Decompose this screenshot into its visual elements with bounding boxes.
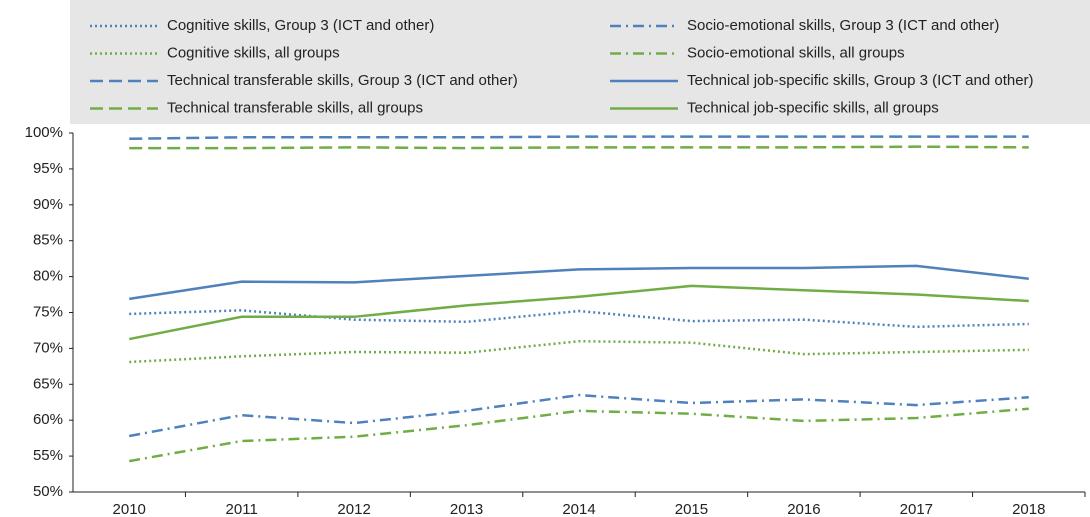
x-tick-label: 2016	[787, 501, 820, 517]
x-tick-label: 2014	[562, 501, 595, 517]
series-line	[129, 135, 1029, 140]
y-tick-label: 90%	[33, 196, 63, 213]
x-tick-label: 2010	[113, 501, 146, 517]
legend-label: Socio-emotional skills, Group 3 (ICT and…	[687, 17, 999, 34]
y-tick-label: 50%	[33, 483, 63, 500]
legend-background	[70, 0, 1090, 124]
y-tick-label: 55%	[33, 447, 63, 464]
series-line	[128, 393, 1029, 438]
y-tick-label: 70%	[33, 339, 63, 356]
y-tick-label: 75%	[33, 303, 63, 320]
series-line	[129, 339, 1029, 364]
series-line	[128, 284, 1029, 341]
x-tick-label: 2013	[450, 501, 483, 517]
series-line	[129, 309, 1029, 329]
x-tick-label: 2015	[675, 501, 708, 517]
legend-label: Technical job-specific skills, all group…	[687, 99, 939, 116]
series-line	[129, 145, 1029, 150]
x-tick-label: 2017	[900, 501, 933, 517]
y-tick-label: 80%	[33, 268, 63, 285]
legend-label: Cognitive skills, all groups	[167, 44, 340, 61]
y-tick-label: 95%	[33, 160, 63, 177]
legend-label: Technical transferable skills, Group 3 (…	[167, 72, 518, 89]
y-tick-label: 85%	[33, 232, 63, 249]
x-tick-label: 2012	[337, 501, 370, 517]
series-line	[129, 407, 1029, 463]
legend-label: Socio-emotional skills, all groups	[687, 44, 905, 61]
y-tick-label: 60%	[33, 411, 63, 428]
legend-label: Technical transferable skills, all group…	[167, 99, 423, 116]
legend-label: Cognitive skills, Group 3 (ICT and other…	[167, 17, 434, 34]
legend-label: Technical job-specific skills, Group 3 (…	[687, 72, 1034, 89]
y-tick-label: 100%	[25, 124, 63, 141]
series-line	[129, 264, 1029, 301]
x-tick-label: 2018	[1012, 501, 1045, 517]
y-tick-label: 65%	[33, 375, 63, 392]
x-tick-label: 2011	[226, 501, 258, 517]
